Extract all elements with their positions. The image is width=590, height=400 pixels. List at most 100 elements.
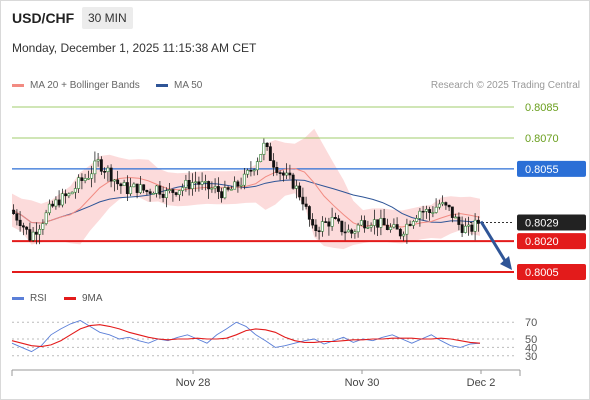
candle-body — [444, 202, 448, 206]
candle-body — [47, 203, 51, 214]
candle-body — [64, 193, 68, 197]
candle-body — [356, 224, 360, 233]
rsi-tick-label-50: 50 — [525, 334, 537, 346]
candle-body — [307, 206, 311, 220]
candle-body — [447, 204, 451, 208]
candle-body — [171, 189, 175, 193]
candle-body — [129, 186, 133, 195]
candle-body — [44, 212, 48, 224]
timeframe-button[interactable]: 30 MIN — [82, 7, 133, 29]
legend-item-ma50: MA 50 — [156, 80, 202, 91]
candle-body — [473, 219, 477, 232]
candle-body — [90, 173, 94, 179]
candle-body — [330, 217, 334, 227]
candle-body — [376, 219, 380, 228]
x-tick-label: Nov 30 — [345, 377, 380, 389]
candle-body — [93, 160, 97, 175]
candle-body — [476, 219, 480, 224]
candle-body — [142, 184, 146, 191]
candle-body — [122, 182, 126, 187]
candle-body — [194, 181, 198, 184]
candle-body — [73, 188, 77, 193]
rsi-tick-label-70: 70 — [525, 317, 537, 329]
candle-body — [229, 188, 233, 191]
projection-arrow-line — [479, 220, 509, 265]
candle-body — [268, 146, 272, 161]
candle-body — [236, 181, 240, 187]
candle-body — [424, 209, 428, 212]
candle-body — [395, 224, 399, 230]
legend-label-9ma: 9MA — [82, 293, 103, 304]
rsi-series-9ma — [11, 324, 481, 348]
candle-body — [259, 154, 263, 162]
candle-body — [460, 224, 464, 233]
chart-header: USD/CHF 30 MIN — [0, 0, 590, 36]
candle-body — [340, 220, 344, 233]
legend-swatch-ma20 — [12, 83, 24, 87]
candle-body — [77, 177, 81, 189]
candle-body — [34, 231, 38, 235]
ma50-line — [11, 179, 481, 224]
candle-body — [421, 210, 425, 213]
legend-label-ma20: MA 20 + Bollinger Bands — [30, 80, 140, 91]
candle-body — [372, 219, 376, 226]
candle-body — [366, 227, 370, 229]
candle-body — [103, 171, 107, 173]
candle-body — [80, 177, 84, 181]
candle-body — [353, 231, 357, 234]
candle-body — [294, 185, 298, 189]
candle-body — [385, 224, 389, 231]
candle-body — [441, 202, 445, 205]
level-label-0.8070: 0.8070 — [525, 133, 559, 145]
candle-body — [145, 190, 149, 193]
candle-body — [21, 225, 25, 228]
candle-body — [242, 173, 246, 186]
candle-body — [213, 186, 217, 189]
candle-body — [405, 223, 409, 235]
bollinger-band — [12, 128, 480, 250]
candle-body — [428, 209, 432, 213]
projection-arrow-head — [500, 256, 512, 270]
candle-body — [369, 225, 373, 228]
candle-body — [320, 221, 324, 232]
candle-body — [343, 231, 347, 234]
candle-body — [392, 224, 396, 228]
candle-body — [54, 199, 58, 207]
candle-body — [450, 206, 454, 218]
candle-body — [200, 181, 204, 185]
candle-body — [272, 160, 276, 168]
candle-body — [12, 209, 16, 215]
candle-body — [304, 203, 308, 207]
x-tick-label: Dec 2 — [467, 377, 496, 389]
candle-body — [210, 187, 214, 190]
level-label-0.8055: 0.8055 — [525, 164, 559, 176]
candle-body — [379, 218, 383, 228]
candle-body — [148, 191, 152, 194]
candle-body — [112, 179, 116, 182]
candle-body — [125, 182, 129, 194]
candle-body — [86, 178, 90, 180]
level-label-0.8020: 0.8020 — [525, 236, 559, 248]
candle-body — [96, 159, 100, 162]
candle-body — [138, 184, 142, 193]
price-tag-0.8020 — [517, 233, 586, 250]
candle-body — [359, 220, 363, 226]
candle-body — [389, 226, 393, 231]
candle-body — [317, 230, 321, 232]
candle-body — [190, 182, 194, 190]
candle-body — [382, 218, 386, 226]
candle-body — [233, 181, 237, 190]
rsi-tick-label-30: 30 — [525, 351, 537, 363]
credit-text: Research © 2025 Trading Central — [430, 80, 580, 91]
candle-body — [278, 172, 282, 174]
candle-body — [324, 221, 328, 223]
candle-body — [220, 191, 224, 199]
candle-body — [262, 142, 266, 155]
candle-body — [106, 167, 110, 173]
candle-body — [398, 228, 402, 237]
price-tag-0.8005 — [517, 264, 586, 280]
price-tag-0.8029 — [517, 214, 586, 231]
candle-body — [119, 183, 123, 187]
legend-swatch-ma50 — [156, 83, 168, 87]
